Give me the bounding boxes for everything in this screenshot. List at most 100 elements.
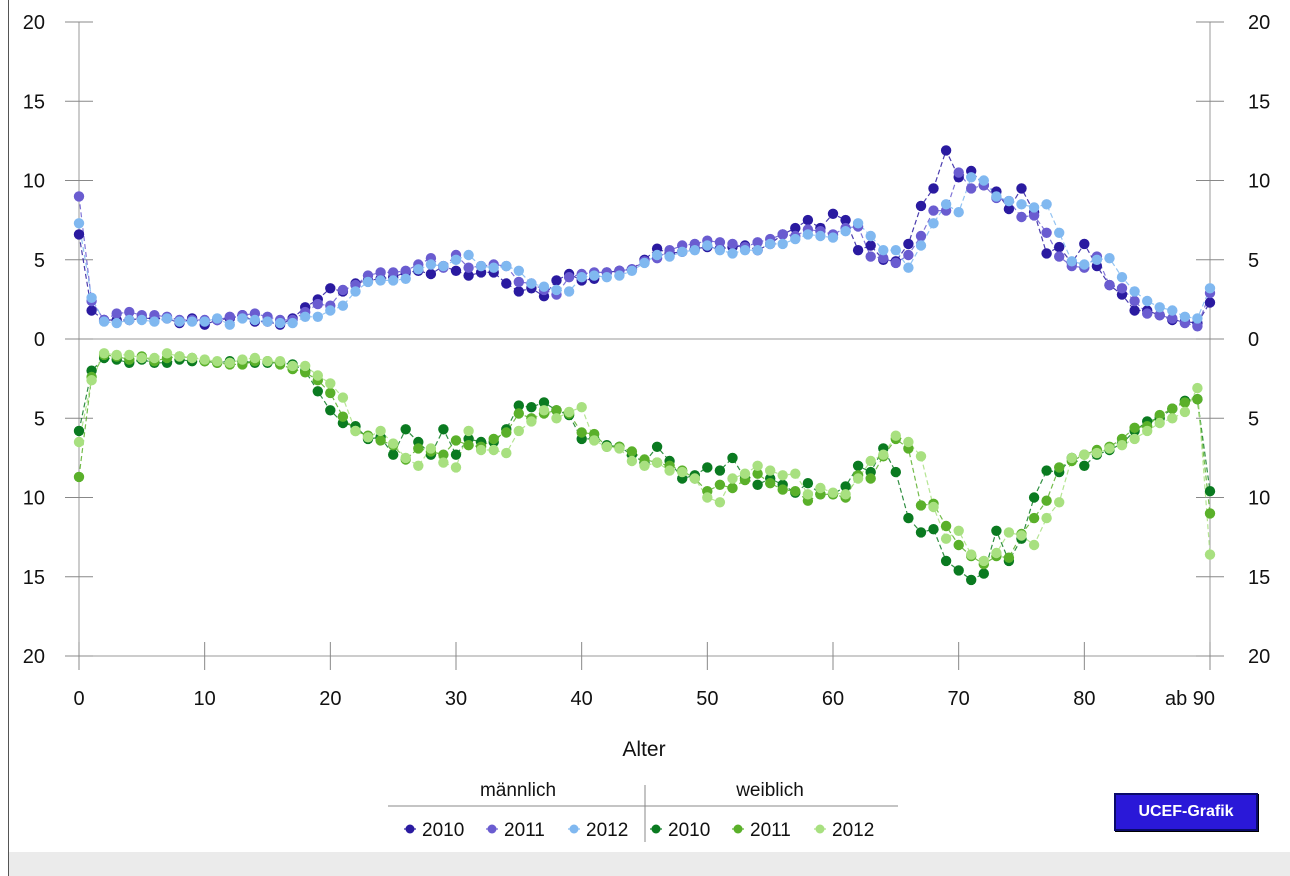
legend-marker	[487, 824, 497, 834]
data-point	[765, 478, 776, 489]
data-point	[915, 230, 927, 242]
data-point	[1041, 227, 1052, 238]
data-point	[1154, 417, 1165, 429]
data-point	[790, 233, 801, 245]
data-point	[1167, 313, 1178, 324]
data-point	[865, 240, 876, 251]
data-point	[1179, 311, 1191, 322]
data-point	[865, 230, 876, 242]
data-point	[513, 286, 524, 297]
data-point	[1104, 253, 1115, 264]
y-tick-label-left: 10	[23, 171, 45, 193]
data-point	[752, 479, 763, 490]
data-point	[702, 240, 713, 251]
data-point	[224, 311, 235, 322]
data-point	[626, 265, 638, 276]
data-point	[413, 460, 424, 471]
data-point	[966, 549, 977, 560]
data-point	[639, 460, 650, 471]
data-point	[915, 500, 927, 511]
data-point	[953, 565, 964, 576]
data-point	[601, 441, 612, 452]
data-point	[501, 260, 512, 272]
legend-marker	[405, 824, 415, 834]
data-point	[966, 574, 977, 586]
y-tick-label-left: 5	[34, 250, 45, 272]
data-point	[513, 408, 524, 419]
data-point	[463, 249, 474, 261]
y-tick-label-right: 20	[1248, 646, 1270, 668]
data-point	[903, 238, 914, 250]
data-point	[777, 238, 788, 250]
data-point	[425, 268, 437, 280]
legend-marker	[815, 824, 825, 834]
data-point	[1016, 183, 1027, 194]
data-point	[1028, 492, 1040, 503]
data-point	[262, 356, 273, 367]
data-point	[1091, 254, 1103, 265]
y-tick-label-right: 15	[1248, 567, 1270, 589]
data-point	[689, 473, 700, 484]
data-point	[1204, 508, 1216, 519]
data-point	[400, 273, 411, 284]
data-point	[1204, 486, 1216, 497]
data-point	[852, 473, 864, 484]
data-point	[438, 424, 449, 435]
legend-label: 2012	[586, 820, 628, 841]
data-point	[1041, 495, 1052, 506]
data-point	[161, 348, 173, 359]
data-point	[1041, 199, 1052, 210]
data-point	[149, 352, 160, 364]
y-tick-label-right: 15	[1248, 91, 1270, 113]
data-point	[1142, 425, 1153, 437]
data-point	[1154, 310, 1165, 321]
data-point	[664, 465, 675, 476]
data-point	[991, 525, 1002, 536]
data-point	[727, 473, 738, 484]
data-point	[865, 473, 876, 484]
data-point	[890, 245, 901, 256]
data-point	[551, 284, 562, 296]
data-point	[501, 427, 512, 438]
data-point	[664, 251, 675, 262]
data-point	[802, 214, 814, 226]
data-point	[73, 191, 85, 202]
data-point	[186, 352, 198, 364]
data-point	[563, 406, 575, 418]
data-point	[1104, 279, 1115, 291]
data-point	[199, 354, 210, 365]
data-point	[438, 449, 449, 460]
data-point	[563, 272, 575, 283]
x-tick-label: 10	[194, 688, 216, 710]
y-tick-label-left: 20	[23, 12, 45, 34]
data-point	[513, 425, 524, 437]
series-lines-layer	[78, 148, 1211, 581]
data-point	[73, 218, 85, 229]
x-axis-title: Alter	[622, 738, 665, 761]
data-point	[651, 441, 663, 452]
data-point	[111, 308, 122, 319]
ucef-grafik-badge[interactable]: UCEF-Grafik	[1114, 793, 1258, 831]
data-point	[940, 520, 952, 532]
x-tick-label: 0	[73, 688, 84, 710]
data-point	[287, 317, 298, 329]
data-point	[702, 492, 713, 503]
data-point	[1116, 283, 1128, 294]
data-point	[966, 183, 977, 194]
data-point	[1179, 406, 1191, 418]
data-point	[337, 300, 349, 311]
data-point	[1204, 283, 1216, 294]
data-point	[928, 205, 939, 216]
data-point	[928, 218, 939, 229]
data-point	[199, 316, 210, 327]
data-point	[1091, 447, 1103, 459]
data-point	[953, 167, 964, 178]
data-point	[362, 276, 374, 288]
data-point	[1167, 305, 1178, 316]
y-tick-label-right: 0	[1248, 329, 1259, 351]
data-point	[1041, 465, 1052, 476]
data-point	[827, 208, 839, 219]
data-point	[928, 183, 939, 194]
data-point	[827, 487, 839, 498]
data-point	[388, 275, 399, 286]
